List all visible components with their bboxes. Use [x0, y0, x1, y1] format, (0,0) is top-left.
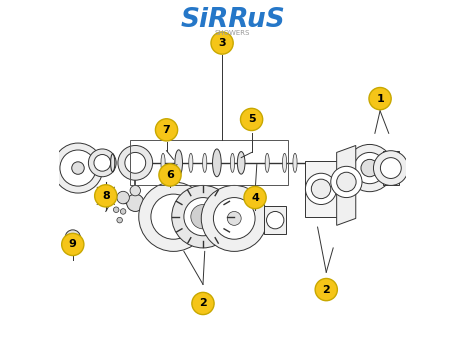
- Text: 1: 1: [376, 93, 384, 104]
- Text: 2: 2: [322, 285, 330, 295]
- Text: SHOWERS: SHOWERS: [215, 30, 250, 36]
- Text: 3: 3: [218, 38, 226, 48]
- Circle shape: [120, 209, 126, 214]
- Circle shape: [159, 164, 181, 186]
- Circle shape: [172, 186, 234, 248]
- Ellipse shape: [293, 153, 297, 173]
- Circle shape: [192, 292, 214, 315]
- Circle shape: [331, 166, 362, 197]
- Polygon shape: [337, 146, 356, 225]
- Circle shape: [240, 108, 263, 131]
- Text: 5: 5: [248, 114, 255, 125]
- Circle shape: [380, 158, 401, 178]
- Circle shape: [139, 182, 208, 251]
- Circle shape: [315, 279, 338, 301]
- Circle shape: [125, 153, 146, 173]
- Circle shape: [65, 230, 80, 245]
- Circle shape: [155, 119, 178, 141]
- Text: 9: 9: [69, 239, 77, 250]
- Ellipse shape: [237, 152, 245, 174]
- Circle shape: [244, 187, 266, 209]
- Circle shape: [117, 217, 122, 223]
- Text: 8: 8: [102, 191, 110, 201]
- Circle shape: [151, 194, 196, 239]
- Circle shape: [130, 186, 140, 196]
- Bar: [383, 151, 399, 186]
- Bar: [130, 140, 288, 186]
- Circle shape: [62, 233, 84, 256]
- Circle shape: [227, 211, 241, 225]
- Circle shape: [126, 194, 144, 211]
- Circle shape: [94, 154, 111, 171]
- Circle shape: [201, 186, 267, 251]
- Ellipse shape: [175, 150, 182, 176]
- Ellipse shape: [231, 153, 234, 173]
- Ellipse shape: [189, 153, 193, 173]
- Ellipse shape: [283, 153, 286, 173]
- Bar: [264, 206, 286, 234]
- Circle shape: [346, 145, 393, 192]
- Ellipse shape: [147, 153, 151, 173]
- Circle shape: [312, 179, 331, 198]
- Circle shape: [213, 197, 255, 239]
- Ellipse shape: [203, 153, 207, 173]
- Ellipse shape: [265, 153, 269, 173]
- Circle shape: [117, 191, 129, 204]
- Text: 6: 6: [166, 170, 174, 180]
- Circle shape: [118, 146, 153, 180]
- Circle shape: [95, 185, 117, 207]
- Circle shape: [306, 173, 337, 204]
- Circle shape: [99, 189, 113, 203]
- Circle shape: [60, 150, 96, 186]
- Circle shape: [88, 149, 116, 177]
- Text: 7: 7: [163, 125, 170, 135]
- Circle shape: [337, 172, 356, 192]
- Circle shape: [72, 162, 84, 174]
- Ellipse shape: [213, 149, 221, 177]
- Text: SiRRuS: SiRRuS: [180, 7, 285, 34]
- Circle shape: [184, 197, 222, 236]
- Circle shape: [354, 153, 385, 184]
- Ellipse shape: [161, 153, 165, 173]
- Bar: [306, 161, 337, 217]
- Text: 4: 4: [251, 193, 259, 203]
- Text: 2: 2: [199, 299, 207, 308]
- Circle shape: [369, 88, 391, 110]
- Circle shape: [373, 151, 408, 186]
- Circle shape: [211, 32, 233, 54]
- Circle shape: [53, 143, 103, 193]
- Circle shape: [191, 204, 215, 229]
- Circle shape: [69, 234, 76, 241]
- Circle shape: [113, 207, 119, 212]
- Circle shape: [361, 159, 379, 177]
- Circle shape: [266, 211, 284, 229]
